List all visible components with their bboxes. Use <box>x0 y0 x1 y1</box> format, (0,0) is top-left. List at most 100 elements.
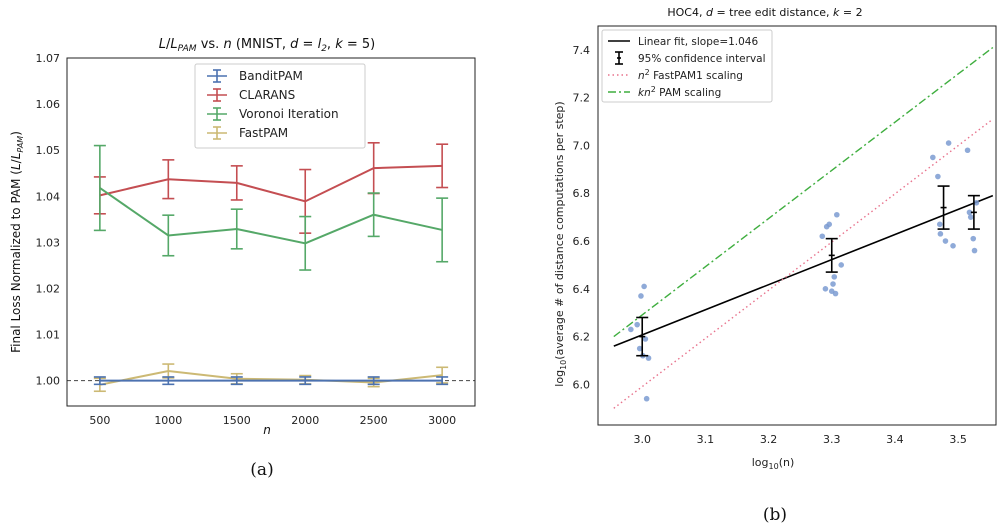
chart-b-data-point <box>643 395 650 402</box>
chart-b-data-point <box>936 221 943 228</box>
chart-b-plot-frame <box>597 25 997 426</box>
chart-b-legend-label-part: FastPAM1 scaling <box>650 70 743 82</box>
chart-b-line-0 <box>613 194 994 347</box>
chart-a-y-tick-label: 1.02 <box>36 282 61 295</box>
chart-b-legend-label-part: 2 <box>645 68 650 77</box>
chart-b-data-point <box>942 238 949 244</box>
chart-b-data-point <box>937 231 944 237</box>
chart-a-series-3 <box>93 363 449 393</box>
chart-b-data-point <box>641 283 647 290</box>
chart-b-legend-label: n2 FastPAM1 scaling <box>638 68 743 82</box>
chart-b-legend-label: 95% confidence interval <box>638 53 766 65</box>
chart-b-data-point <box>628 326 634 333</box>
chart-b-data-point <box>638 293 644 299</box>
chart-a-x-tick-label: 1500 <box>223 414 251 427</box>
chart-a-legend-label: CLARANS <box>239 88 295 102</box>
chart-b-data-point <box>636 345 643 352</box>
chart-b-y-tick-label: 6.4 <box>573 283 591 296</box>
chart-b-data-point <box>830 281 836 287</box>
chart-b-data-point <box>831 274 838 280</box>
chart-a-y-tick-label: 1.04 <box>36 190 61 203</box>
chart-a-series-0 <box>93 376 449 386</box>
chart-b-legend: Linear fit, slope=1.046 95% confidence in… <box>601 29 773 103</box>
caption-b: (b) <box>763 505 787 525</box>
chart-b-x-tick-label: 3.4 <box>886 433 904 446</box>
chart-a-series-2 <box>93 144 449 271</box>
chart-a-x-tick-label: 2500 <box>360 414 388 427</box>
chart-a-plot-frame <box>66 57 476 407</box>
chart-b-data-point <box>970 235 977 242</box>
chart-b-data-point <box>966 209 973 216</box>
chart-b-data-point <box>971 247 978 254</box>
chart-a-series-line <box>99 164 443 203</box>
chart-b-data-point <box>834 211 840 218</box>
chart-a-legend-item: BanditPAM <box>207 69 303 83</box>
chart-b-x-tick-label: 3.5 <box>949 433 967 446</box>
chart-a-x-tick-label: 1000 <box>154 414 182 427</box>
chart-b-data-point <box>838 262 845 268</box>
chart-a-y-tick-label: 1.01 <box>36 329 61 342</box>
chart-a-y-tick-label: 1.06 <box>36 98 61 111</box>
chart-b-data-point <box>642 336 649 342</box>
chart-a-y-tick-label: 1.03 <box>36 236 61 249</box>
chart-b-x-tick-label: 3.0 <box>633 433 651 446</box>
chart-b-x-tick-label: 3.1 <box>697 433 715 446</box>
chart-a-title: L/LPAM vs. n (MNIST, d = l2, k = 5) <box>159 37 375 54</box>
chart-b-y-tick-label: 6.0 <box>573 378 591 391</box>
chart-a-y-tick-label: 1.00 <box>36 375 61 388</box>
chart-b-legend-item: n2 FastPAM1 scaling <box>608 68 743 82</box>
chart-b-data-point <box>819 233 826 240</box>
chart-a-legend-item: Voronoi Iteration <box>207 107 339 121</box>
chart-b-confidence-interval <box>825 237 838 273</box>
chart-b-data-point <box>964 147 971 154</box>
chart-b-data-point <box>973 200 980 206</box>
chart-b-legend-item: Linear fit, slope=1.046 <box>608 36 758 48</box>
chart-b-legend-label-part: n <box>638 70 645 82</box>
chart-a-x-tick-label: 3000 <box>428 414 456 427</box>
chart-a-legend-label: FastPAM <box>239 126 288 140</box>
chart-b-legend-item: 95% confidence interval <box>615 51 766 65</box>
chart-b-data-point <box>832 290 839 297</box>
chart-b-legend-label-part: PAM scaling <box>656 87 721 99</box>
chart-b-legend-label-part: 2 <box>651 85 656 94</box>
chart-b-x-tick-label: 3.3 <box>823 433 841 446</box>
chart-b-y-tick-label: 7.4 <box>573 44 591 57</box>
chart-b-legend-label: kn2 PAM scaling <box>638 85 721 99</box>
chart-b-confidence-interval <box>967 194 980 230</box>
chart-b-data-point <box>826 221 833 228</box>
chart-b-data-point <box>645 355 652 361</box>
caption-a: (a) <box>250 460 273 480</box>
chart-a-y-tick-label: 1.05 <box>36 144 61 157</box>
chart-b-x-tick-label: 3.2 <box>760 433 778 446</box>
chart-b-legend-item: kn2 PAM scaling <box>608 85 721 99</box>
chart-b-data-point <box>822 286 829 292</box>
chart-a-y-tick-label: 1.07 <box>36 52 61 65</box>
chart-a-series-line <box>99 369 443 386</box>
chart-a-x-tick-label: 2000 <box>291 414 319 427</box>
chart-b-title: HOC4, d = tree edit distance, k = 2 <box>667 6 862 19</box>
chart-b-data-point <box>945 140 952 146</box>
chart-b-data-point <box>634 321 640 328</box>
chart-b-xlabel: log10(n) <box>752 456 795 471</box>
chart-b-y-tick-label: 7.2 <box>573 92 591 105</box>
chart-b-y-tick-label: 6.2 <box>573 331 591 344</box>
chart-a-xlabel: n <box>263 423 271 437</box>
chart-a-legend-label: BanditPAM <box>239 69 303 83</box>
chart-b: HOC4, d = tree edit distance, k = 2 log1… <box>553 6 997 471</box>
chart-b-y-tick-label: 6.8 <box>573 187 591 200</box>
chart-a-series-line <box>99 187 443 245</box>
chart-b-legend-label: Linear fit, slope=1.046 <box>638 36 758 48</box>
chart-b-confidence-interval <box>636 316 649 357</box>
chart-a-legend-item: FastPAM <box>207 126 288 140</box>
chart-a-legend-item: CLARANS <box>207 88 295 102</box>
chart-b-legend-label-part: kn <box>638 87 651 99</box>
chart-b-data-point <box>950 243 956 249</box>
chart-a: L/LPAM vs. n (MNIST, d = l2, k = 5) Fina… <box>9 37 476 437</box>
chart-b-data-point <box>935 173 941 180</box>
chart-a-ylabel: Final Loss Normalized to PAM (L/LPAM) <box>9 131 25 353</box>
chart-b-line-1 <box>613 118 994 409</box>
chart-b-y-tick-label: 7.0 <box>573 139 591 152</box>
chart-a-legend: BanditPAM CLARANS Voronoi Iteration FastPAM <box>194 63 366 149</box>
chart-b-data-point <box>967 214 974 220</box>
